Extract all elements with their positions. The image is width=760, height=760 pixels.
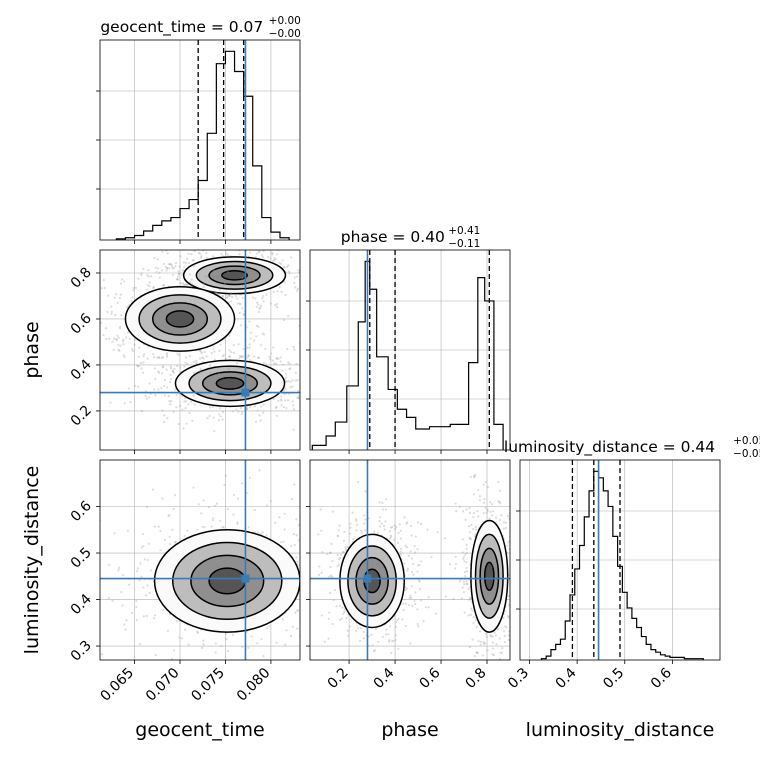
y-tick-label: 0.2 [68, 402, 95, 429]
x-tick-label: 0.4 [371, 665, 398, 692]
x-tick-label: 0.8 [463, 665, 490, 692]
y-tick-labels-luminosity_distance: 0.3 0.4 0.5 0.6 [68, 498, 95, 665]
truth-marker [241, 388, 250, 397]
y-tick-labels-phase: 0.2 0.4 0.6 0.8 [68, 265, 95, 430]
y-axis-label: phase [21, 321, 43, 378]
histogram-step-line [115, 50, 290, 240]
panel-title: luminosity_distance = 0.44 +0.05−0.05 [504, 435, 760, 460]
histogram-step-line [540, 470, 704, 660]
density-contour [221, 269, 249, 281]
y-tick-label: 0.6 [68, 310, 95, 337]
x-tick-label: 0.2 [325, 665, 352, 692]
density-contour [165, 310, 195, 328]
histogram-panel-phase: phase = 0.40 +0.41−0.11 [306, 225, 510, 454]
title-superscript: +0.00 [269, 15, 301, 27]
density-contour [483, 561, 495, 591]
density-panel-luminosity_distance-vs-phase [306, 460, 510, 664]
histogram-panel-luminosity_distance: luminosity_distance = 0.44 +0.05−0.05 [504, 435, 760, 664]
x-tick-label: 0.6 [648, 665, 675, 692]
x-axis-label: luminosity_distance [526, 719, 715, 741]
truth-marker [241, 574, 250, 583]
title-subscript: −0.00 [269, 28, 301, 40]
x-tick-label: 0.075 [188, 665, 228, 705]
x-tick-labels-geocent_time: 0.065 0.070 0.075 0.080 [97, 665, 273, 705]
x-tick-label: 0.065 [97, 665, 137, 705]
y-tick-label: 0.5 [68, 545, 95, 572]
panel-title: geocent_time = 0.07 +0.00−0.00 [100, 15, 300, 40]
histogram-step-line [311, 260, 504, 450]
truth-marker [363, 574, 372, 583]
title-superscript: +0.41 [448, 225, 480, 237]
x-tick-label: 0.4 [553, 665, 580, 692]
y-tick-label: 0.6 [68, 498, 95, 525]
y-tick-label: 0.8 [68, 265, 95, 292]
x-tick-labels-phase: 0.2 0.4 0.6 0.8 [325, 665, 490, 692]
density-panel-phase-vs-geocent_time [96, 250, 300, 454]
panel-frame [309, 249, 511, 451]
y-tick-label: 0.3 [68, 638, 95, 665]
density-contour [208, 567, 247, 595]
panel-title: phase = 0.40 +0.41−0.11 [341, 225, 481, 250]
title-text: geocent_time = 0.07 [100, 18, 263, 37]
x-tick-label: 0.070 [143, 665, 183, 705]
title-subscript: −0.11 [448, 238, 480, 250]
panel-frame [99, 459, 301, 661]
y-tick-label: 0.4 [68, 591, 95, 618]
density-contour [215, 376, 245, 390]
title-text: phase = 0.40 [341, 228, 445, 246]
histogram-panel-geocent_time: geocent_time = 0.07 +0.00−0.00 [96, 15, 301, 244]
x-axis-label: phase [381, 719, 438, 741]
x-axis-label: geocent_time [135, 719, 264, 741]
x-tick-label: 0.3 [505, 665, 532, 692]
panel-frame [99, 249, 301, 451]
title-superscript: +0.05 [733, 435, 760, 447]
y-tick-label: 0.4 [68, 356, 95, 383]
x-tick-label: 0.5 [600, 665, 627, 692]
y-axis-label: luminosity_distance [21, 466, 43, 655]
x-tick-label: 0.080 [234, 665, 274, 705]
title-subscript: −0.05 [733, 448, 760, 460]
panel-frame [309, 459, 511, 661]
x-tick-label: 0.6 [417, 665, 444, 692]
title-text: luminosity_distance = 0.44 [504, 438, 715, 457]
panel-frame [519, 459, 721, 661]
panel-frame [99, 39, 301, 241]
x-tick-labels-luminosity_distance: 0.3 0.4 0.5 0.6 [505, 665, 675, 692]
